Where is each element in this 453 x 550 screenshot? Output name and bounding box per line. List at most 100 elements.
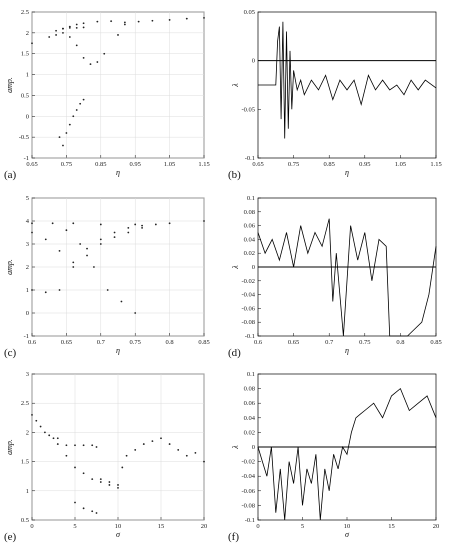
scatter-point xyxy=(134,449,137,451)
scatter-point xyxy=(203,460,205,463)
scatter-point xyxy=(91,478,94,481)
scatter-point xyxy=(82,98,85,101)
panel-e: 0 5 10 15 20 0.5 1 1.5 2 2.5 3 σ amp. (e) xyxy=(4,371,207,543)
y-tick-label: -0.1 xyxy=(245,155,255,162)
scatter-point xyxy=(31,413,33,416)
scatter-point xyxy=(62,31,64,34)
scatter-point xyxy=(75,23,78,26)
y-tick-label: 1.5 xyxy=(21,51,29,58)
y-tick-label: 0 xyxy=(26,310,29,317)
scatter-point xyxy=(68,36,71,38)
y-axis-label: λ xyxy=(231,445,240,450)
scatter-point xyxy=(75,109,78,111)
y-axis-label: λ xyxy=(231,83,240,88)
scatter-point xyxy=(194,451,197,454)
scatter-point xyxy=(65,444,68,447)
scatter-point xyxy=(44,291,47,294)
y-tick-label: 1 xyxy=(26,287,29,294)
y-tick-label: 3 xyxy=(26,241,29,248)
x-tick-label: 20 xyxy=(201,523,208,530)
x-tick-label: 0.8 xyxy=(396,339,404,346)
scatter-point xyxy=(96,20,99,23)
scatter-point xyxy=(89,63,92,66)
y-tick-label: 0.02 xyxy=(244,429,255,436)
series-line xyxy=(257,387,437,521)
scatter-point xyxy=(58,136,61,139)
x-tick-label: 0 xyxy=(256,523,259,530)
y-tick-label: 0.5 xyxy=(21,517,29,524)
scatter-point xyxy=(99,481,102,483)
y-tick-label: 1.5 xyxy=(21,459,29,466)
y-tick-label: -0.08 xyxy=(241,502,255,509)
y-tick-label: 0.04 xyxy=(244,415,256,422)
scatter-point xyxy=(58,289,61,291)
scatter-point xyxy=(31,42,33,45)
y-tick-label: 2.5 xyxy=(21,9,29,16)
scatter-point xyxy=(168,222,171,225)
x-tick-label: 5 xyxy=(73,523,76,530)
scatter-point xyxy=(82,56,85,59)
series-line xyxy=(258,21,437,139)
scatter-point xyxy=(44,238,47,241)
x-axis-label: η xyxy=(345,168,349,177)
y-tick-label: -0.06 xyxy=(241,488,255,495)
scatter-point xyxy=(113,231,116,234)
panel-f: 0 5 10 15 20 -0.1 -0.08 -0.06 -0.04 -0.02 0 0.02 0.0… xyxy=(228,371,439,543)
scatter-point xyxy=(93,266,95,268)
x-tick-label: 10 xyxy=(344,523,351,530)
y-axis-label: amp. xyxy=(5,439,14,455)
x-tick-label: 0.8 xyxy=(166,339,174,346)
scatter-point xyxy=(48,434,51,437)
scatter-point xyxy=(113,236,116,239)
y-tick-label: 0.1 xyxy=(247,371,255,378)
x-tick-label: 15 xyxy=(388,523,395,530)
scatter-point xyxy=(62,27,64,30)
panel-label: (f) xyxy=(228,531,239,543)
scatter-point xyxy=(72,266,75,268)
scatter-point xyxy=(117,484,119,486)
y-tick-label: 0 xyxy=(252,264,255,271)
panel-b: 0.65 0.75 0.85 0.95 1.05 1.15 -0.1 -0.05 0 0.05 η λ… xyxy=(228,9,442,181)
scatter-point xyxy=(110,20,113,23)
y-tick-label: 1 xyxy=(26,72,29,79)
y-tick-label: -0.1 xyxy=(245,333,255,340)
y-tick-label: 4 xyxy=(26,218,30,225)
scatter-point xyxy=(108,484,111,486)
scatter-point xyxy=(68,123,71,126)
scatter-point xyxy=(103,52,106,55)
scatter-point xyxy=(65,132,68,134)
x-axis-label: σ xyxy=(116,530,121,539)
scatter-point xyxy=(44,431,46,434)
scatter-point xyxy=(120,300,123,303)
scatter-point xyxy=(74,466,76,469)
y-tick-label: 2 xyxy=(26,30,29,37)
y-axis-label: λ xyxy=(231,265,240,270)
x-tick-label: 0.7 xyxy=(325,339,334,346)
panel-a: 0.65 0.75 0.85 0.95 1.05 1.15 -1 -0.5 0 0.5 1 1.5 2 2… xyxy=(4,9,210,181)
y-tick-label: 0.08 xyxy=(244,209,255,216)
x-tick-label: 0.65 xyxy=(252,161,263,168)
y-tick-label: -0.06 xyxy=(241,305,255,312)
x-tick-label: 0.95 xyxy=(130,161,141,168)
panel-c: 0.6 0.65 0.7 0.75 0.8 0.85 -1 0 1 2 3 4 5 η amp. (c) xyxy=(4,195,210,359)
x-tick-label: 0.85 xyxy=(324,161,335,168)
y-tick-label: 0.05 xyxy=(244,9,255,16)
scatter-point xyxy=(108,481,111,483)
scatter-point xyxy=(68,25,71,28)
x-tick-label: 0.7 xyxy=(97,339,106,346)
y-tick-label: 0.1 xyxy=(247,195,255,202)
scatter-point xyxy=(48,36,51,38)
scatter-point xyxy=(31,231,33,234)
scatter-point xyxy=(141,227,143,229)
scatter-point xyxy=(62,144,64,147)
x-tick-label: 1.15 xyxy=(198,161,209,168)
y-tick-label: 2 xyxy=(26,264,29,271)
scatter-point xyxy=(79,243,82,245)
y-tick-label: 2 xyxy=(26,429,29,436)
scatter-point xyxy=(99,223,102,226)
scatter-point xyxy=(99,478,102,481)
panel-label: (d) xyxy=(228,347,241,359)
x-axis-label: σ xyxy=(345,530,350,539)
x-tick-label: 0.65 xyxy=(288,339,299,346)
x-tick-label: 0.6 xyxy=(254,339,263,346)
